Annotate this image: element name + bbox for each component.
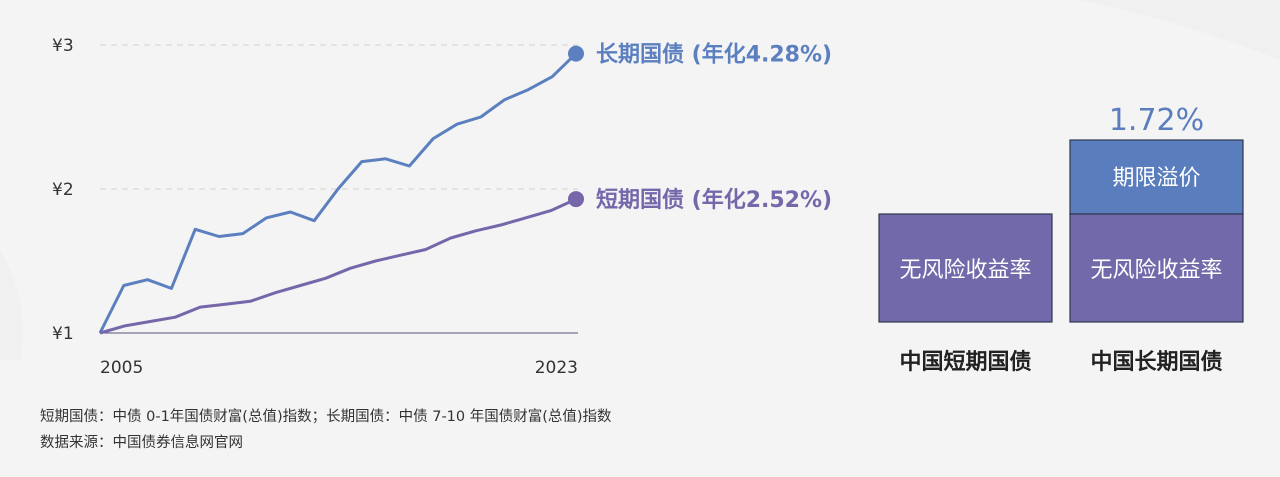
series-end-marker-0 — [568, 45, 584, 62]
line-chart: ¥1 ¥2 ¥3 2005 2023 长期国债 (年化4.28%) 短期国债 (年化2… — [52, 36, 832, 378]
x-tick-label-start: 2005 — [100, 358, 143, 378]
premium-value-label: 1.72% — [1109, 103, 1204, 138]
series-label-1: 短期国债 (年化2.52%) — [596, 187, 832, 213]
bar-long-riskfree-label: 无风险收益率 — [1090, 258, 1222, 283]
series-end-marker-1 — [568, 191, 584, 208]
category-label-short: 中国短期国债 — [899, 350, 1031, 375]
y-tick-label: ¥1 — [52, 324, 74, 344]
series-line-1 — [99, 197, 577, 335]
stacked-bar-chart: 无风险收益率 期限溢价 无风险收益率 1.72% 中国短期国债 中国长期国债 — [878, 103, 1244, 375]
y-tick-labels: ¥1 ¥2 ¥3 — [52, 36, 74, 344]
series-label-0: 长期国债 (年化4.28%) — [596, 42, 832, 68]
bar-long-premium — [1069, 139, 1244, 215]
series-layer: 长期国债 (年化4.28%) 短期国债 (年化2.52%) — [98, 42, 832, 335]
series-line-0 — [98, 52, 578, 334]
y-gridlines — [100, 44, 578, 190]
x-tick-label-end: 2023 — [535, 358, 578, 378]
y-tick-label: ¥3 — [52, 36, 74, 56]
bar-short-riskfree-label: 无风险收益率 — [899, 258, 1031, 283]
bar-long-premium-label: 期限溢价 — [1112, 166, 1200, 191]
footnote-source: 数据来源：中国债券信息网官网 — [40, 435, 243, 451]
bar-long-riskfree — [1069, 213, 1244, 323]
footnote-indices: 短期国债：中债 0-1年国债财富(总值)指数；长期国债：中债 7-10 年国债财… — [40, 409, 612, 425]
category-label-long: 中国长期国债 — [1090, 350, 1222, 375]
background-decor — [0, 0, 1280, 360]
bar-short-riskfree — [878, 213, 1053, 323]
y-tick-label: ¥2 — [52, 180, 74, 200]
